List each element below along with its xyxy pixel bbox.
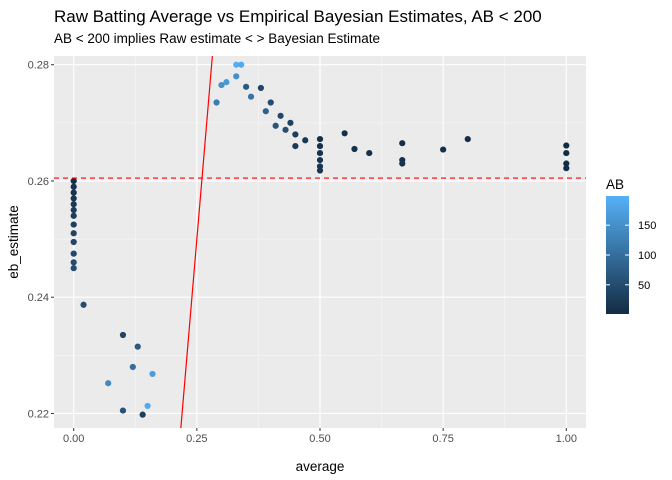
data-point	[267, 99, 274, 106]
color-legend: AB 50 100 150	[606, 177, 656, 314]
data-point	[366, 149, 373, 157]
data-point	[105, 380, 112, 387]
data-point	[70, 189, 77, 196]
data-point	[243, 83, 250, 90]
x-tick-label: 1.00	[556, 433, 577, 445]
data-point	[134, 343, 141, 350]
data-point	[139, 411, 146, 418]
data-point	[292, 142, 299, 150]
data-point	[70, 177, 77, 185]
data-point	[119, 407, 127, 414]
data-point	[70, 201, 77, 208]
legend-tick-label: 50	[638, 280, 650, 292]
data-point	[282, 126, 289, 133]
chart-title: Raw Batting Average vs Empirical Bayesia…	[54, 7, 542, 26]
data-point	[563, 165, 570, 172]
data-point	[316, 156, 324, 164]
legend-colorbar	[606, 196, 629, 314]
data-point	[70, 195, 77, 202]
data-point	[238, 61, 245, 68]
data-point	[223, 79, 230, 86]
data-point	[341, 130, 348, 137]
y-axis-title: eb_estimate	[6, 205, 21, 279]
points-layer	[70, 61, 570, 418]
y-tick-label: 0.22	[28, 408, 49, 420]
data-point	[257, 84, 264, 92]
data-point	[70, 265, 77, 272]
grid-major	[54, 56, 586, 428]
data-point	[129, 363, 136, 371]
data-point	[247, 93, 255, 100]
data-point	[316, 149, 324, 157]
data-point	[464, 136, 471, 143]
data-point	[70, 230, 77, 237]
data-point	[292, 131, 299, 138]
data-point	[563, 160, 570, 167]
data-point	[316, 167, 324, 174]
data-point	[399, 140, 406, 147]
data-point	[233, 61, 240, 68]
data-point	[262, 108, 269, 115]
data-point	[149, 370, 156, 378]
reference-lines	[54, 56, 586, 428]
data-point	[440, 146, 447, 153]
data-point	[287, 119, 294, 126]
data-point	[119, 331, 127, 339]
y-tick-label: 0.24	[28, 292, 49, 304]
data-point	[70, 206, 77, 214]
data-point	[80, 301, 87, 308]
data-point	[70, 221, 77, 228]
x-tick-label: 0.00	[63, 433, 84, 445]
y-axis-ticks: 0.22 0.24 0.26 0.28	[28, 60, 54, 420]
identity-abline	[180, 56, 213, 428]
data-point	[218, 81, 225, 89]
legend-title: AB	[606, 177, 624, 192]
data-point	[563, 149, 570, 157]
y-tick-label: 0.28	[28, 60, 49, 72]
data-point	[277, 112, 284, 119]
data-point	[70, 259, 77, 266]
data-point	[70, 212, 77, 219]
x-axis-ticks: 0.00 0.25 0.50 0.75 1.00	[63, 428, 577, 445]
data-point	[316, 136, 324, 143]
legend-tick-label: 100	[638, 250, 656, 262]
x-tick-label: 0.25	[186, 433, 207, 445]
data-point	[144, 402, 151, 410]
chart-subtitle: AB < 200 implies Raw estimate < > Bayesi…	[54, 31, 380, 46]
x-tick-label: 0.75	[432, 433, 453, 445]
data-point	[70, 238, 77, 246]
data-point	[302, 137, 309, 144]
legend-tick-label: 150	[638, 220, 656, 232]
data-point	[272, 122, 279, 129]
data-point	[233, 73, 240, 80]
legend-ticks: 50 100 150	[606, 220, 656, 292]
data-point	[213, 99, 220, 106]
y-tick-label: 0.26	[28, 176, 49, 188]
data-point	[70, 250, 77, 257]
data-point	[399, 160, 406, 167]
x-tick-label: 0.50	[309, 433, 330, 445]
data-point	[563, 142, 570, 149]
x-axis-title: average	[296, 459, 345, 474]
data-point	[70, 183, 77, 190]
data-point	[316, 142, 324, 150]
data-point	[351, 145, 358, 153]
